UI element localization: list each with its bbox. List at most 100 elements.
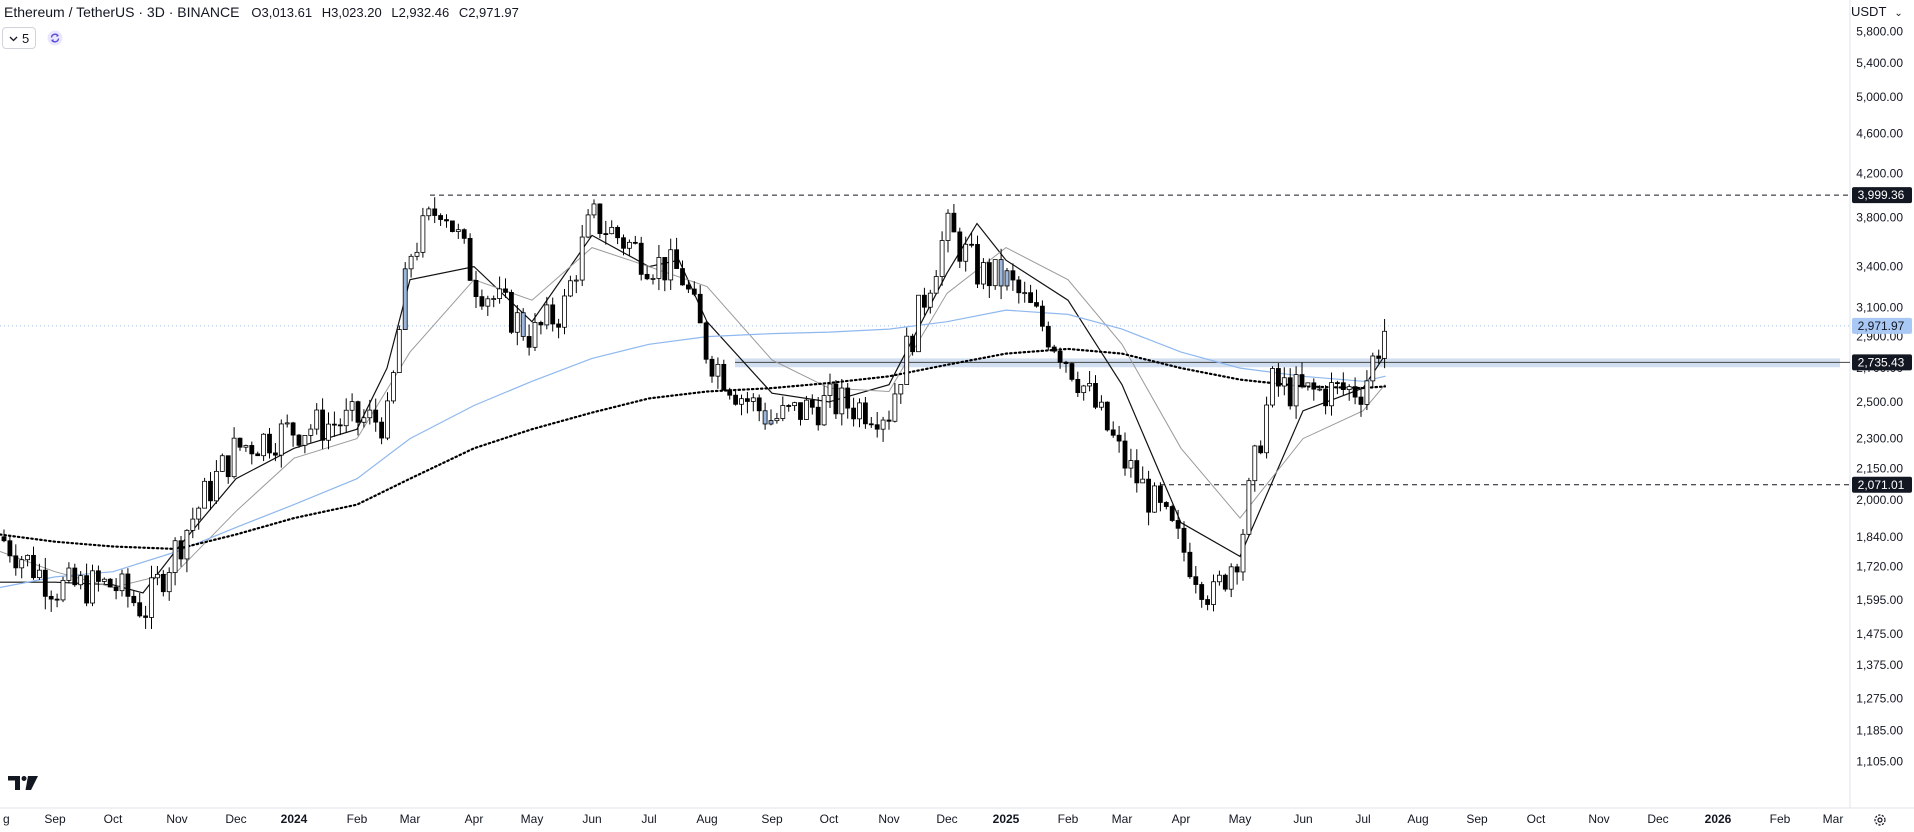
x-tick-label: Jul [641,812,656,826]
candle-body [703,322,709,360]
candle-body [750,397,756,402]
candle-body [1258,445,1264,454]
candle-body [733,394,738,405]
candle-body [243,445,249,448]
candle-body [863,402,868,425]
candle-body [650,277,656,280]
candle-body [1234,566,1240,573]
x-tick-label: Oct [820,812,839,826]
y-tick-label: 1,475.00 [1856,627,1903,641]
candle-body [272,452,278,456]
candle-body [1240,533,1246,573]
collapse-indicators-button[interactable]: 5 [2,27,37,49]
candle-body [1057,350,1063,363]
candle-body [922,294,927,308]
chevron-down-icon: ⌄ [1894,8,1903,19]
candle-body [113,586,119,592]
moving-average-1 [0,222,1386,594]
indicator-controls: 5 [0,27,64,49]
candle-body [981,262,986,285]
candle-body [880,419,886,430]
candle-body [503,288,508,293]
candle-body [190,518,196,531]
symbol-title[interactable]: Ethereum / TetherUS · 3D · BINANCE [4,4,240,20]
price-badge [1852,354,1912,371]
x-tick-label: Dec [936,812,957,826]
candle-body [804,399,809,420]
candle-body [408,255,414,270]
currency-label: USDT [1851,4,1887,19]
candle-body [1004,270,1010,287]
candle-body [809,399,815,408]
candle-body [627,241,632,249]
candle-body [497,288,503,299]
x-tick-label: Oct [1527,812,1546,826]
y-tick-label: 1,720.00 [1856,560,1903,574]
candle-body [154,573,160,579]
candle-body [379,421,385,439]
candle-body [1081,385,1087,394]
candle-body [1222,574,1228,590]
symbol-header: Ethereum / TetherUS · 3D · BINANCE O3,01… [0,0,525,24]
candle-body [343,409,349,427]
x-tick-label: Apr [1172,812,1191,826]
candle-body [237,437,243,448]
candle-body [208,480,213,502]
price-badge [1852,187,1912,204]
candle-body [892,393,898,422]
candle-body [1169,506,1175,521]
candle-body [508,291,514,333]
candle-body [927,292,933,308]
gear-icon[interactable] [1872,812,1888,828]
candle-body [396,329,402,374]
candle-body [48,595,54,600]
currency-selector[interactable]: USDT ⌄ [1847,0,1914,24]
candle-body [1329,382,1334,407]
candle-body [66,567,72,581]
candle-body [798,402,803,420]
candle-body [31,554,36,579]
candle-body [1181,527,1187,553]
candle-body [697,293,703,324]
candle-body [1152,485,1157,513]
candle-body [845,387,851,409]
candle-body [7,540,13,557]
y-tick-label: 2,000.00 [1856,493,1903,507]
candle-body [532,322,538,348]
candle-body [1376,355,1382,359]
candle-body [314,409,320,430]
y-tick-label: 2,500.00 [1856,395,1903,409]
candle-body [780,405,786,419]
candle-body [615,226,620,239]
candle-body [90,570,95,604]
candle-body [821,395,827,426]
candle-body [485,298,491,307]
candle-body [355,401,361,423]
tradingview-logo[interactable] [8,776,38,790]
candle-body [101,578,107,582]
refresh-icon[interactable] [46,29,64,47]
candle-body [638,242,644,275]
candle-body [385,400,390,439]
candle-body [662,257,668,281]
candle-body [1163,502,1169,507]
x-tick-label: Nov [166,812,187,826]
candle-body [910,335,915,353]
candle-body [1104,401,1110,431]
candle-body [19,559,25,569]
candle-body [1211,581,1216,605]
x-tick-label: Mar [1823,812,1844,826]
x-tick-label: Feb [347,812,368,826]
candle-body [1246,480,1252,535]
candle-body [691,288,697,295]
candle-body [538,322,544,326]
price-badge [1852,317,1912,334]
candle-body [986,262,992,287]
candle-body [609,226,615,235]
candle-body [573,279,579,282]
candle-body [514,312,520,333]
candle-body [1299,374,1305,387]
candle-body [249,445,255,455]
candle-body [143,615,149,618]
